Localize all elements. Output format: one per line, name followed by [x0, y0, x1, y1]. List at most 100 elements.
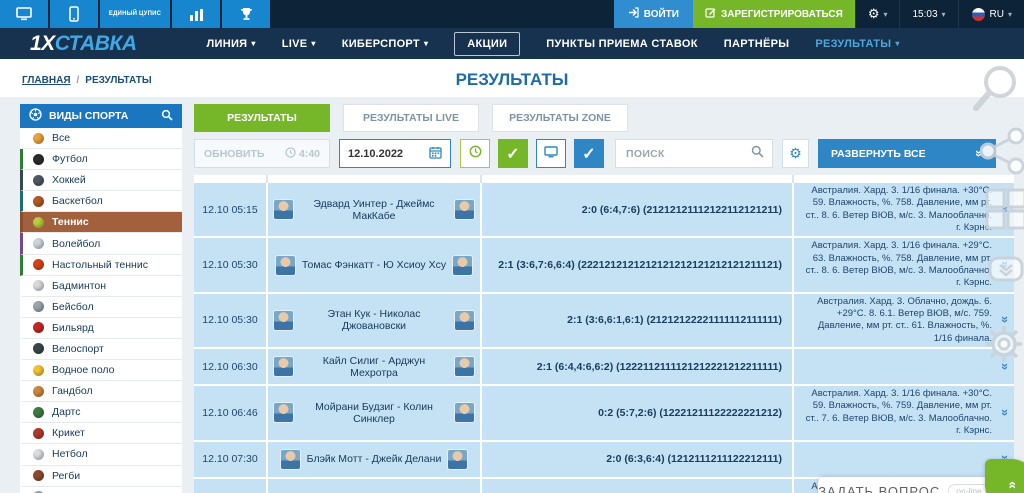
sidebar-sports: ВИДЫ СПОРТА Все Футбол Хоккей Баске — [20, 104, 182, 493]
sport-label: Бейсбол — [52, 300, 94, 313]
login-label: ВОЙТИ — [643, 8, 679, 20]
apply-view-button[interactable]: ✓ — [574, 139, 604, 168]
ask-question-label: ЗАДАТЬ ВОПРОС — [818, 483, 941, 493]
nav-item[interactable]: LIVE ▾ — [282, 38, 316, 50]
result-row[interactable]: 12.10 06:30 Кайл Силиг - Арджун Мехротра… — [194, 349, 1014, 387]
nav-item-label: РЕЗУЛЬТАТЫ — [815, 37, 892, 50]
result-row[interactable]: 12.10 05:15 Эдвард Уинтер - Джеймс МакКа… — [194, 183, 1014, 239]
table-settings-button[interactable]: ⚙ — [782, 139, 809, 168]
double-chevron-up-icon: » — [1002, 481, 1019, 489]
apply-time-filter-button[interactable]: ✓ — [498, 139, 528, 168]
floating-share-icon[interactable] — [979, 126, 1024, 181]
nav-item[interactable]: ЛИНИЯ ▾ — [207, 38, 256, 50]
expand-row-icon[interactable]: » — [997, 408, 1013, 416]
clock-icon — [469, 145, 482, 163]
sport-icon — [33, 216, 44, 228]
results-tab[interactable]: РЕЗУЛЬТАТЫ LIVE — [343, 104, 479, 132]
result-row[interactable]: 12.10 07:30 Блэйк Мотт - Джейк Делани 2:… — [194, 441, 1014, 479]
expand-all-button[interactable]: РАЗВЕРНУТЬ ВСЕ » — [818, 139, 996, 168]
search-field[interactable] — [615, 139, 773, 168]
result-row[interactable]: 12.10 06:46 Мойрани Будзиг - Колин Синкл… — [194, 386, 1014, 442]
result-row[interactable]: 12.10 05:30 Томас Фэнкатт - Ю Хсиоу Хсу … — [194, 238, 1014, 294]
nav-item[interactable]: АКЦИИ ▾ — [454, 31, 521, 56]
bar-chart-icon — [189, 8, 204, 21]
sidebar-sport-item[interactable]: Настольный теннис — [20, 254, 182, 276]
sport-icon — [33, 448, 44, 460]
tab-label: РЕЗУЛЬТАТЫ — [227, 112, 297, 124]
breadcrumb-home-link[interactable]: ГЛАВНАЯ — [22, 75, 71, 86]
tournaments-button[interactable] — [222, 0, 270, 28]
desktop-app-button[interactable] — [0, 0, 48, 28]
sidebar-sport-item[interactable]: Хоккей — [20, 170, 182, 192]
register-button[interactable]: ЗАРЕГИСТРИРОВАТЬСЯ — [692, 0, 855, 28]
sport-label: Водное поло — [52, 364, 115, 377]
floating-gear-icon[interactable] — [982, 322, 1024, 371]
sidebar-sport-item[interactable]: Крикет — [20, 423, 182, 445]
sidebar-sport-item[interactable]: Нетбол — [20, 444, 182, 466]
sport-icon — [33, 406, 44, 418]
mobile-app-button[interactable] — [50, 0, 98, 28]
ask-question-widget[interactable]: ЗАДАТЬ ВОПРОС on-line — [818, 477, 990, 493]
sport-label: Все — [52, 132, 71, 145]
sidebar-sport-item[interactable]: Бейсбол — [20, 296, 182, 318]
sport-icon — [33, 132, 44, 144]
time-menu[interactable]: 15:03 ▾ — [899, 0, 957, 28]
sidebar-sport-item[interactable]: Дартс — [20, 402, 182, 424]
clock-icon — [285, 146, 296, 161]
player1-avatar — [280, 449, 300, 469]
calendar-icon — [429, 146, 442, 162]
sidebar-sport-item[interactable]: Волейбол — [20, 233, 182, 255]
player1-avatar — [274, 310, 293, 330]
sports-header-label: ВИДЫ СПОРТА — [49, 110, 129, 122]
result-row[interactable]: 12.10 05:30 Этан Кук - Николас Джовановс… — [194, 293, 1014, 350]
nav-item[interactable]: ПАРТНЁРЫ ▾ — [724, 38, 790, 50]
language-label: RU — [989, 8, 1004, 20]
match-datetime: 12.10 06:30 — [202, 360, 258, 373]
logo[interactable]: 1XСТАВКА — [30, 32, 137, 56]
statistics-button[interactable] — [172, 0, 220, 28]
tsupis-label: ЕДИНЫЙ ЦУПИС — [108, 11, 162, 17]
refresh-button[interactable]: ОБНОВИТЬ 4:40 — [194, 139, 330, 168]
sidebar-sport-item[interactable]: Сквош — [20, 486, 182, 493]
scroll-to-top-button[interactable]: » — [985, 459, 1024, 493]
settings-menu[interactable]: ⚙ ▾ — [854, 0, 900, 28]
sports-header[interactable]: ВИДЫ СПОРТА — [20, 104, 182, 128]
sidebar-sport-item[interactable]: Велоспорт — [20, 338, 182, 361]
match-conditions: Австралия. Хард. 3. 1/16 финала. +30°С. … — [805, 388, 992, 437]
date-picker[interactable]: 12.10.2022 — [339, 139, 451, 168]
register-label: ЗАРЕГИСТРИРОВАТЬСЯ — [720, 8, 843, 20]
player1-avatar — [274, 403, 293, 423]
sidebar-sport-item[interactable]: Бильярд — [20, 317, 182, 339]
sidebar-sport-item[interactable]: Регби — [20, 465, 182, 487]
view-mode-button[interactable] — [536, 139, 566, 168]
sport-label: Крикет — [52, 427, 85, 440]
results-tab[interactable]: РЕЗУЛЬТАТЫ — [194, 104, 330, 132]
floating-search-icon[interactable] — [972, 62, 1022, 119]
sidebar-sport-item[interactable]: Теннис — [20, 212, 182, 234]
sidebar-sport-item[interactable]: Баскетбол — [20, 191, 182, 213]
sport-icon — [33, 301, 44, 313]
search-input[interactable] — [624, 146, 748, 161]
tsupis-button[interactable]: ЕДИНЫЙ ЦУПИС — [100, 0, 170, 28]
sport-label: Регби — [52, 469, 81, 482]
language-menu[interactable]: RU ▾ — [957, 0, 1024, 28]
results-tab[interactable]: РЕЗУЛЬТАТЫ ZONE — [492, 104, 628, 132]
sport-label: Теннис — [52, 216, 89, 229]
sport-label: Велоспорт — [52, 342, 104, 355]
nav-item[interactable]: ПУНКТЫ ПРИЕМА СТАВОК ▾ — [546, 38, 697, 50]
time-filter-button[interactable] — [460, 139, 490, 168]
results-table: 12.10 05:15 Эдвард Уинтер - Джеймс МакКа… — [194, 175, 1014, 493]
floating-grid-icon[interactable] — [985, 188, 1024, 235]
sidebar-sport-item[interactable]: Бадминтон — [20, 275, 182, 297]
match-players: Эдвард Уинтер - Джеймс МакКабе — [313, 197, 435, 222]
login-button[interactable]: ВОЙТИ — [613, 0, 693, 28]
date-value: 12.10.2022 — [348, 147, 404, 160]
sidebar-sport-item[interactable]: Гандбол — [20, 381, 182, 403]
sidebar-sport-item[interactable]: Водное поло — [20, 360, 182, 382]
nav-item[interactable]: РЕЗУЛЬТАТЫ ▾ — [815, 38, 899, 50]
sidebar-sport-item[interactable]: Футбол — [20, 149, 182, 171]
floating-collapse-icon[interactable] — [988, 256, 1024, 287]
nav-item[interactable]: КИБЕРСПОРТ ▾ — [342, 38, 429, 50]
match-players: Мойрани Будзиг - Колин Синклер — [315, 400, 433, 425]
sidebar-sport-item[interactable]: Все — [20, 128, 182, 150]
